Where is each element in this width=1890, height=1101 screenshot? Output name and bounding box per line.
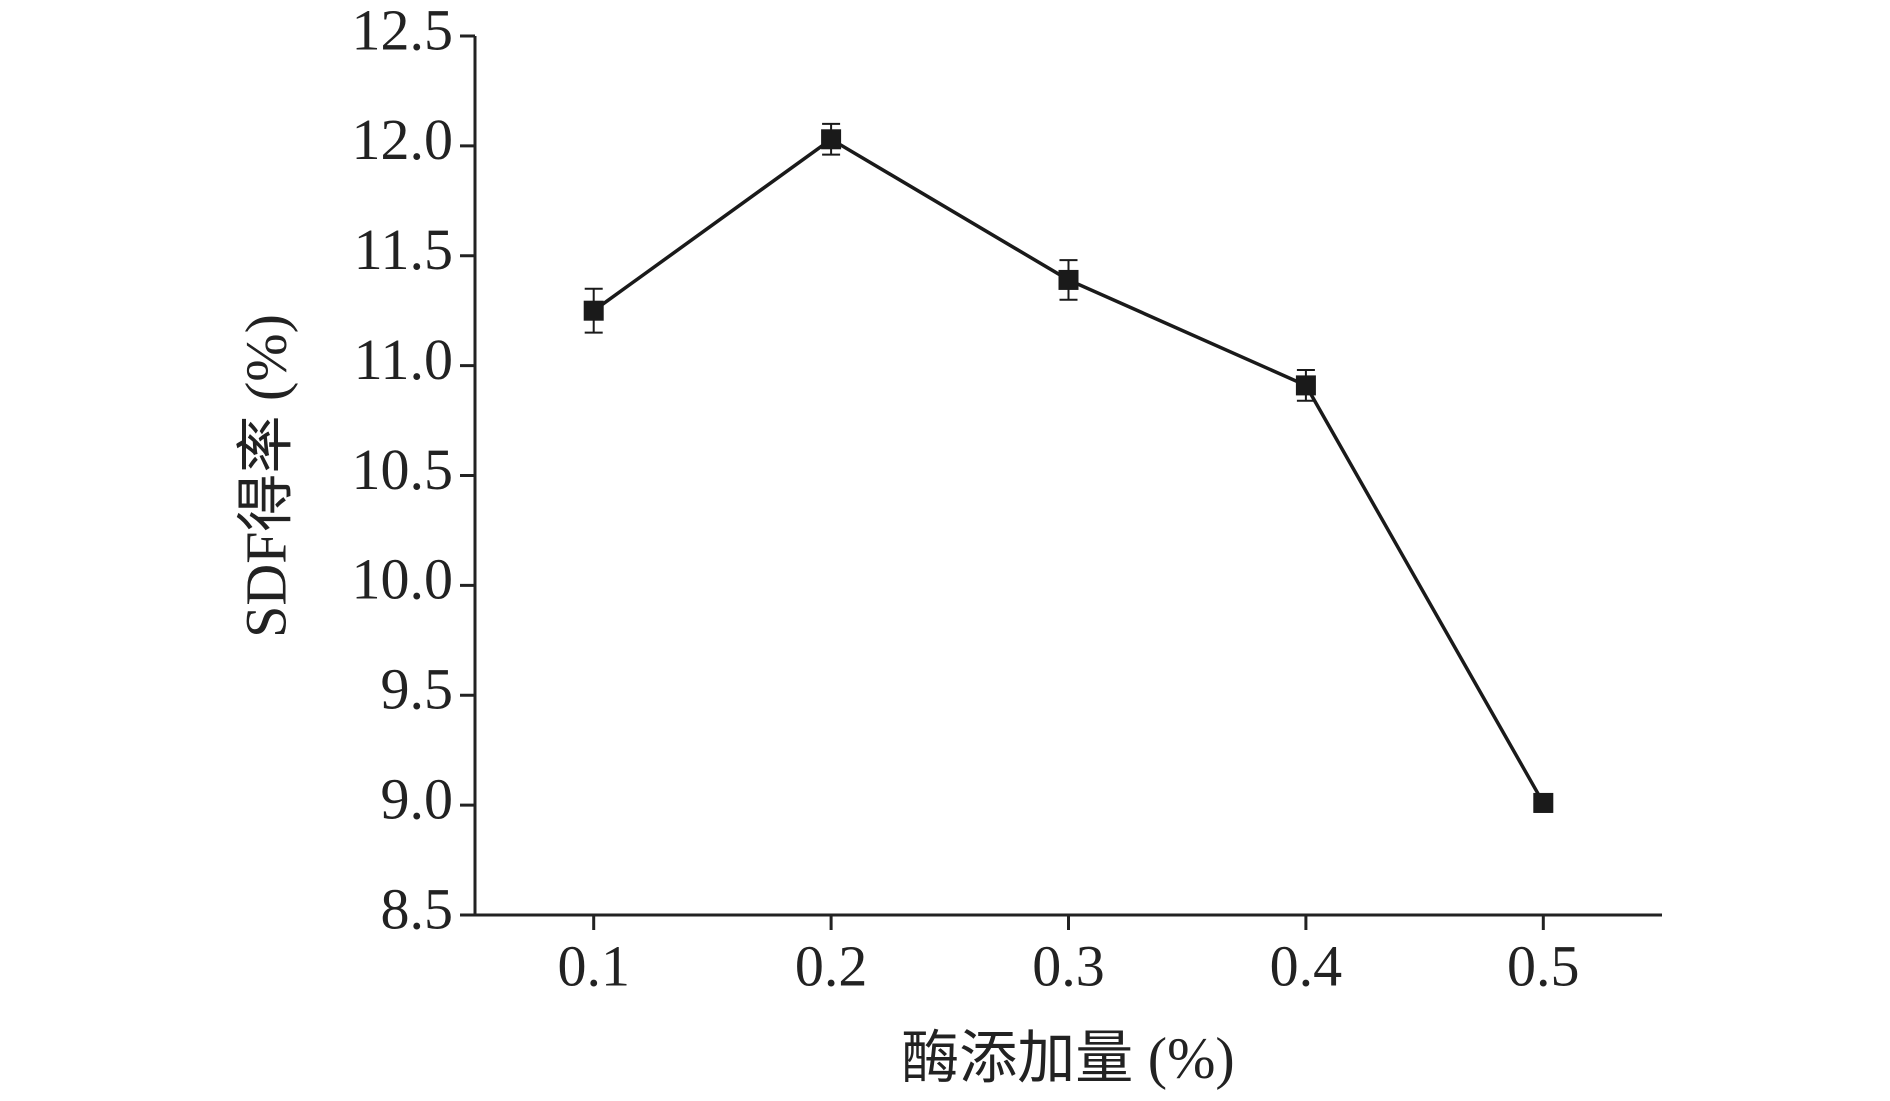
x-tick-label: 0.5: [1507, 933, 1580, 998]
y-tick-label: 12.5: [352, 0, 454, 62]
y-tick-label: 9.5: [381, 657, 454, 722]
y-tick-label: 11.5: [354, 217, 453, 282]
y-tick-label: 10.5: [352, 437, 454, 502]
y-tick-label: 11.0: [354, 327, 453, 392]
y-axis-label: SDF得率 (%): [233, 314, 298, 638]
x-tick-label: 0.1: [557, 933, 630, 998]
marker: [1533, 792, 1554, 813]
data-line: [592, 137, 1545, 804]
marker: [583, 300, 604, 321]
x-tick-label: 0.2: [795, 933, 868, 998]
marker: [821, 129, 842, 150]
x-tick-label: 0.4: [1270, 933, 1343, 998]
y-tick-label: 10.0: [352, 547, 454, 612]
y-tick-label: 12.0: [352, 107, 454, 172]
x-tick-label: 0.3: [1032, 933, 1105, 998]
y-tick-label: 9.0: [381, 766, 454, 831]
marker: [1058, 269, 1079, 290]
x-axis-label: 酶添加量 (%): [901, 1025, 1234, 1090]
y-tick-label: 8.5: [381, 876, 454, 941]
marker: [1295, 375, 1316, 396]
